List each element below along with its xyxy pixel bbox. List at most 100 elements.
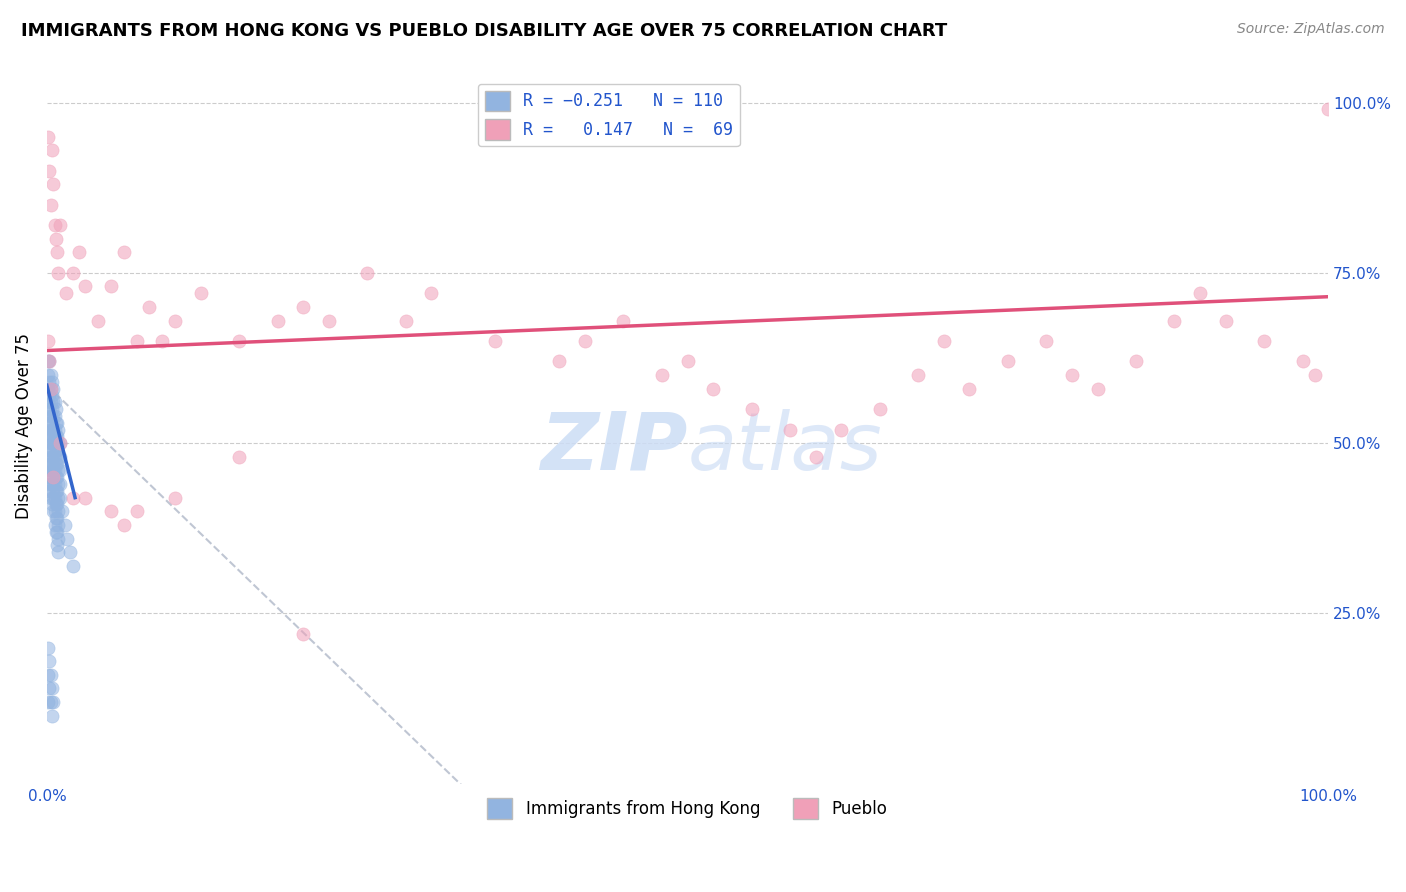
Point — [651, 368, 673, 382]
Point — [163, 313, 186, 327]
Point — [38, 354, 60, 368]
Point — [41, 457, 63, 471]
Point — [830, 423, 852, 437]
Point — [67, 245, 90, 260]
Point — [41, 442, 63, 457]
Point — [48, 436, 70, 450]
Point — [45, 416, 67, 430]
Point — [39, 436, 62, 450]
Point — [741, 402, 763, 417]
Point — [46, 429, 69, 443]
Point — [42, 178, 65, 192]
Point — [42, 463, 65, 477]
Point — [38, 442, 60, 457]
Point — [44, 436, 66, 450]
Point — [39, 409, 62, 423]
Point — [38, 681, 60, 696]
Point — [46, 416, 69, 430]
Point — [39, 695, 62, 709]
Point — [39, 477, 62, 491]
Point — [1215, 313, 1237, 327]
Point — [56, 532, 79, 546]
Point — [45, 429, 67, 443]
Point — [39, 368, 62, 382]
Point — [41, 388, 63, 402]
Point — [1317, 103, 1340, 117]
Point — [702, 382, 724, 396]
Point — [44, 450, 66, 464]
Point — [1188, 286, 1211, 301]
Point — [44, 504, 66, 518]
Point — [39, 382, 62, 396]
Point — [42, 470, 65, 484]
Point — [46, 538, 69, 552]
Point — [38, 163, 60, 178]
Point — [48, 423, 70, 437]
Point — [228, 334, 250, 348]
Point — [45, 511, 67, 525]
Point — [48, 504, 70, 518]
Point — [42, 695, 65, 709]
Point — [112, 517, 135, 532]
Point — [48, 545, 70, 559]
Point — [1253, 334, 1275, 348]
Point — [228, 450, 250, 464]
Point — [39, 382, 62, 396]
Point — [39, 395, 62, 409]
Point — [548, 354, 571, 368]
Point — [46, 457, 69, 471]
Point — [42, 409, 65, 423]
Point — [37, 450, 59, 464]
Point — [46, 498, 69, 512]
Point — [42, 491, 65, 505]
Point — [37, 409, 59, 423]
Point — [48, 463, 70, 477]
Point — [190, 286, 212, 301]
Point — [574, 334, 596, 348]
Point — [41, 708, 63, 723]
Text: Source: ZipAtlas.com: Source: ZipAtlas.com — [1237, 22, 1385, 37]
Point — [51, 504, 73, 518]
Point — [48, 436, 70, 450]
Point — [150, 334, 173, 348]
Point — [42, 477, 65, 491]
Point — [41, 429, 63, 443]
Point — [37, 354, 59, 368]
Point — [37, 129, 59, 144]
Point — [59, 545, 82, 559]
Point — [44, 218, 66, 232]
Point — [932, 334, 955, 348]
Point — [44, 463, 66, 477]
Point — [37, 395, 59, 409]
Point — [42, 450, 65, 464]
Point — [53, 517, 76, 532]
Point — [62, 266, 84, 280]
Legend: Immigrants from Hong Kong, Pueblo: Immigrants from Hong Kong, Pueblo — [481, 792, 894, 825]
Point — [87, 313, 110, 327]
Point — [48, 450, 70, 464]
Point — [46, 442, 69, 457]
Point — [46, 524, 69, 539]
Point — [39, 463, 62, 477]
Point — [484, 334, 506, 348]
Point — [38, 402, 60, 417]
Point — [38, 375, 60, 389]
Point — [112, 245, 135, 260]
Point — [45, 483, 67, 498]
Point — [38, 470, 60, 484]
Y-axis label: Disability Age Over 75: Disability Age Over 75 — [15, 333, 32, 519]
Text: ZIP: ZIP — [540, 409, 688, 486]
Point — [41, 681, 63, 696]
Point — [37, 423, 59, 437]
Point — [38, 654, 60, 668]
Point — [45, 402, 67, 417]
Point — [48, 218, 70, 232]
Point — [44, 395, 66, 409]
Point — [48, 436, 70, 450]
Point — [395, 313, 418, 327]
Point — [41, 483, 63, 498]
Point — [957, 382, 980, 396]
Point — [55, 286, 77, 301]
Point — [318, 313, 340, 327]
Point — [37, 640, 59, 655]
